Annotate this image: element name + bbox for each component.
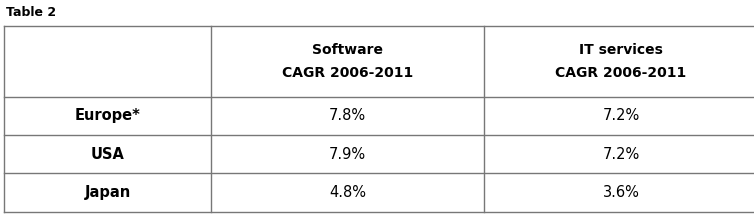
Text: CAGR 2006-2011: CAGR 2006-2011 bbox=[556, 65, 687, 79]
Text: Japan: Japan bbox=[84, 185, 130, 200]
Text: 7.2%: 7.2% bbox=[602, 108, 639, 123]
Text: Software: Software bbox=[312, 43, 383, 57]
Text: 3.6%: 3.6% bbox=[602, 185, 639, 200]
Text: USA: USA bbox=[90, 147, 124, 162]
Text: IT services: IT services bbox=[579, 43, 663, 57]
Text: 7.2%: 7.2% bbox=[602, 147, 639, 162]
Text: 7.9%: 7.9% bbox=[329, 147, 366, 162]
Text: 4.8%: 4.8% bbox=[329, 185, 366, 200]
Text: 7.8%: 7.8% bbox=[329, 108, 366, 123]
Text: Table 2: Table 2 bbox=[6, 6, 56, 19]
Text: CAGR 2006-2011: CAGR 2006-2011 bbox=[282, 65, 413, 79]
Text: Europe*: Europe* bbox=[75, 108, 140, 123]
